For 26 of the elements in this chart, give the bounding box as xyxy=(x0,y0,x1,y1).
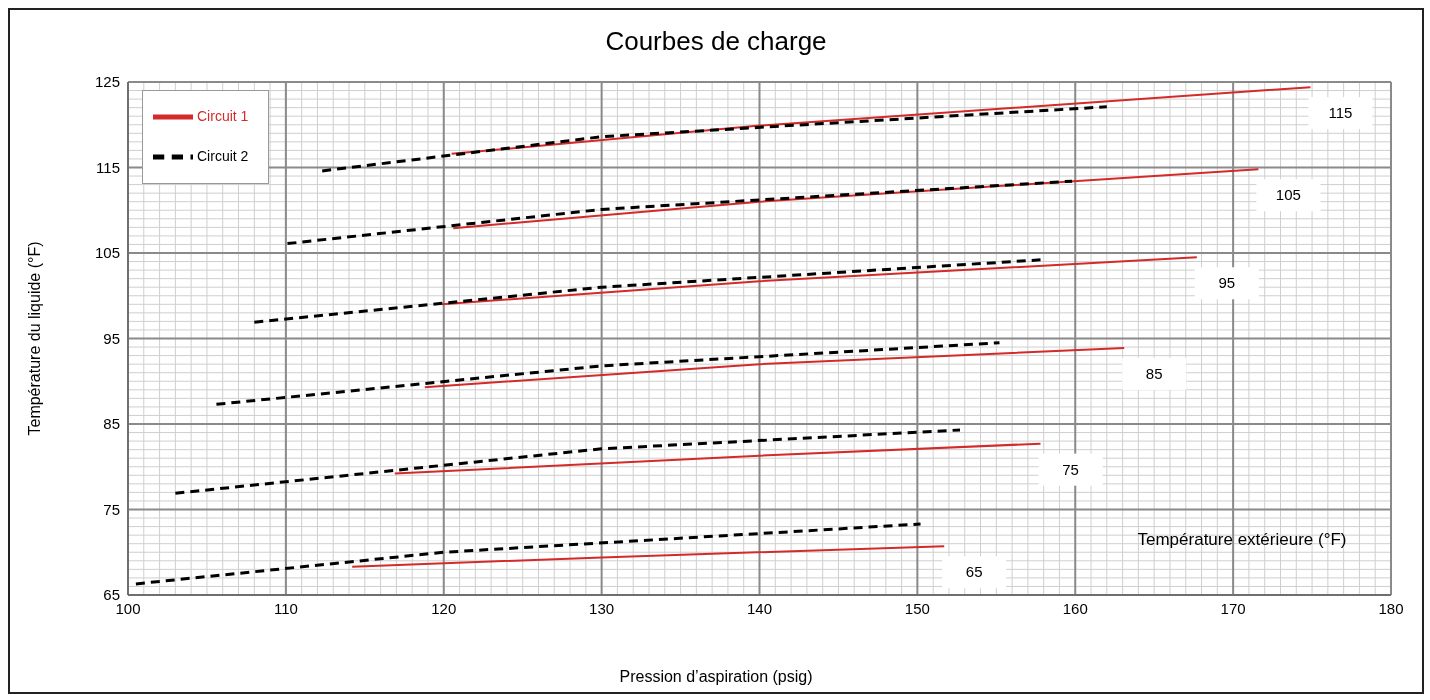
annotation: 95 xyxy=(1218,274,1236,292)
x-tick-label: 130 xyxy=(589,599,615,617)
annotation: 105 xyxy=(1275,186,1301,204)
x-tick-label: 170 xyxy=(1220,599,1246,617)
y-tick-label: 105 xyxy=(94,244,120,262)
x-tick-label: 120 xyxy=(431,599,457,617)
y-tick-label: 115 xyxy=(96,158,120,176)
x-axis-title: Pression d’aspiration (psig) xyxy=(618,668,814,686)
y-tick-label: 75 xyxy=(103,500,120,518)
y-tick-label: 95 xyxy=(103,329,120,347)
chart-title: Courbes de charge xyxy=(604,26,828,57)
x-tick-label: 180 xyxy=(1378,599,1404,617)
x-tick-label: 160 xyxy=(1062,599,1088,617)
x-tick-label: 110 xyxy=(273,599,298,617)
annotation: 75 xyxy=(1062,460,1079,478)
annotation: Température extérieure (°F) xyxy=(1137,530,1347,549)
x-tick-label: 140 xyxy=(746,599,773,617)
legend-label: Circuit 2 xyxy=(197,147,249,164)
annotation: 65 xyxy=(965,563,983,581)
y-axis-title: Température du liquide (°F) xyxy=(25,241,43,436)
y-tick-label: 85 xyxy=(103,415,120,433)
annotation: 115 xyxy=(1328,104,1353,122)
x-tick-label: 150 xyxy=(904,599,930,617)
annotation: 85 xyxy=(1145,364,1163,382)
y-tick-label: 125 xyxy=(94,73,120,91)
legend-label: Circuit 1 xyxy=(197,107,249,124)
